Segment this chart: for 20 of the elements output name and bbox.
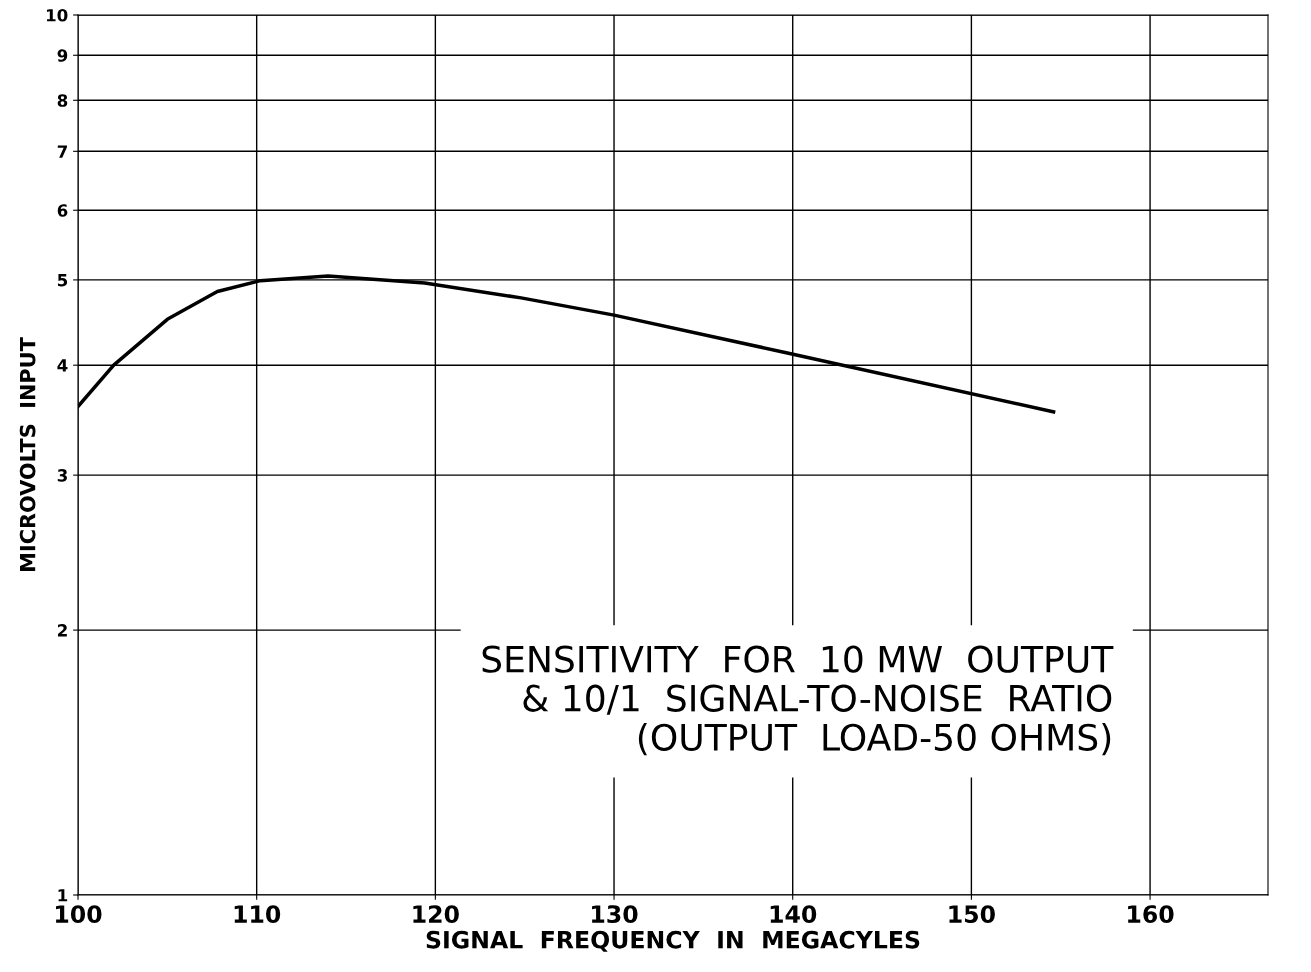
- x-tick-label: 140: [770, 905, 817, 923]
- y-tick-label: 4: [57, 359, 68, 372]
- y-tick-label: 6: [57, 204, 68, 217]
- annotation: SENSITIVITY FOR 10 MW OUTPUT & 10/1 SIGNAL-TO-NOISE RATIO (OUTPUT LOAD-50 OHMS): [482, 645, 1114, 756]
- y-tick-label: 2: [58, 624, 67, 637]
- x-tick-label: 130: [592, 905, 638, 923]
- y-tick-label: 1: [58, 889, 68, 902]
- x-tick-label: 110: [234, 905, 281, 923]
- y-axis-title: MICROVOLTS INPUT: [19, 337, 36, 571]
- y-tick-label: 8: [57, 94, 68, 107]
- x-tick-label: 150: [949, 905, 995, 923]
- x-tick-label: 160: [1128, 905, 1174, 923]
- x-tick-label: 100: [56, 905, 102, 923]
- x-axis-title: SIGNAL FREQUENCY IN MEGACYLES: [426, 930, 920, 952]
- y-tick-label: 7: [57, 145, 67, 158]
- y-tick-label: 10: [46, 8, 68, 22]
- y-tick-label: 5: [57, 274, 68, 287]
- y-tick-label: 3: [57, 469, 67, 482]
- x-tick-label: 120: [413, 905, 459, 923]
- y-tick-label: 9: [57, 49, 68, 62]
